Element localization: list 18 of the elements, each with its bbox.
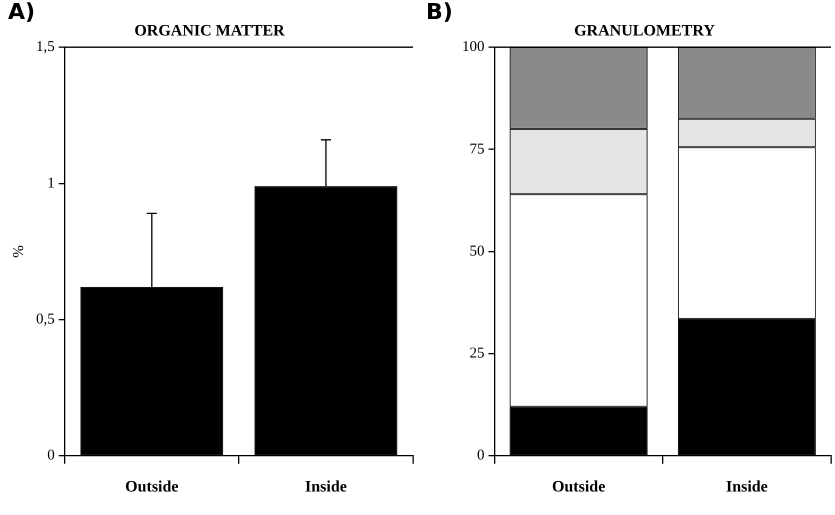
x-tick-label: Outside bbox=[552, 478, 606, 496]
y-tick-label: 0 bbox=[477, 448, 484, 464]
y-tick-label: 25 bbox=[470, 346, 484, 362]
y-tick-label: 100 bbox=[462, 39, 484, 56]
x-tick-label: Inside bbox=[726, 478, 768, 496]
text: B) bbox=[426, 0, 453, 25]
y-tick-label: 1 bbox=[47, 175, 55, 192]
y-tick-label: 0,5 bbox=[36, 312, 55, 328]
x-tick-label: Outside bbox=[125, 478, 178, 496]
y-tick-label: 0 bbox=[47, 448, 55, 464]
x-tick-label: Inside bbox=[305, 478, 347, 496]
chart-title: ORGANIC MATTER bbox=[134, 22, 286, 40]
y-tick-label: 75 bbox=[470, 141, 484, 158]
text: A) bbox=[8, 0, 36, 25]
y-tick-label: 50 bbox=[470, 243, 484, 260]
y-axis-title: % bbox=[10, 245, 27, 258]
chart-title: GRANULOMETRY bbox=[574, 22, 716, 40]
y-tick-label: 1,5 bbox=[36, 39, 55, 56]
